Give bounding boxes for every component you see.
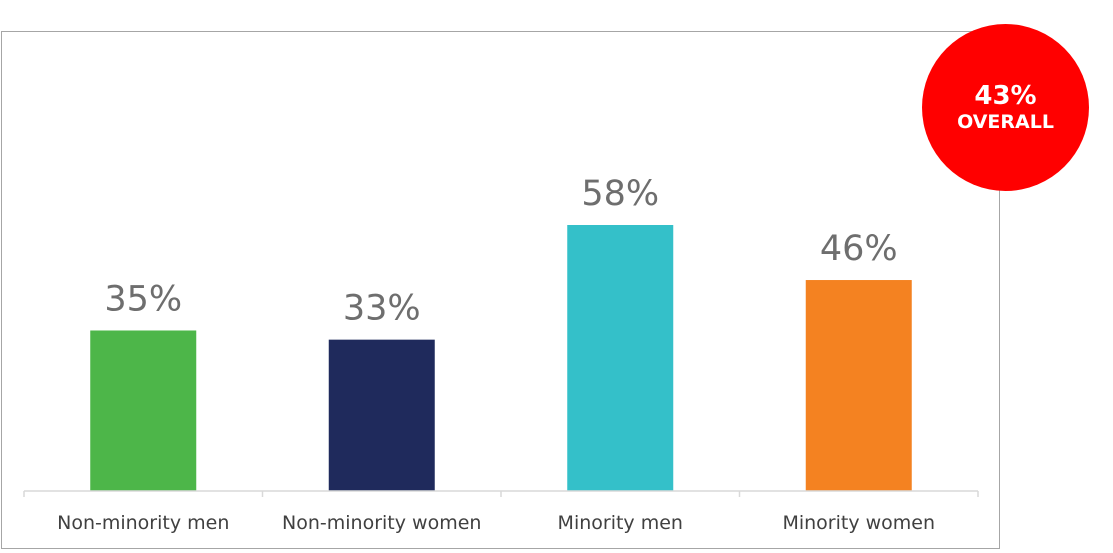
data-label: 35%: [104, 279, 182, 319]
bar-minority-men: [567, 225, 674, 491]
bar-non-minority-men: [90, 330, 197, 491]
data-label: 46%: [820, 229, 898, 269]
category-label: Non-minority women: [282, 512, 481, 534]
category-label: Minority men: [558, 512, 683, 534]
overall-label: OVERALL: [957, 110, 1054, 133]
overall-value: 43%: [974, 80, 1037, 111]
data-label: 33%: [343, 289, 421, 329]
bar-minority-women: [805, 280, 912, 491]
category-label: Non-minority men: [57, 512, 229, 534]
category-label: Minority women: [782, 512, 935, 534]
overall-badge: 43% OVERALL: [922, 24, 1089, 191]
bar-non-minority-women: [328, 339, 435, 491]
data-label: 58%: [581, 174, 659, 214]
